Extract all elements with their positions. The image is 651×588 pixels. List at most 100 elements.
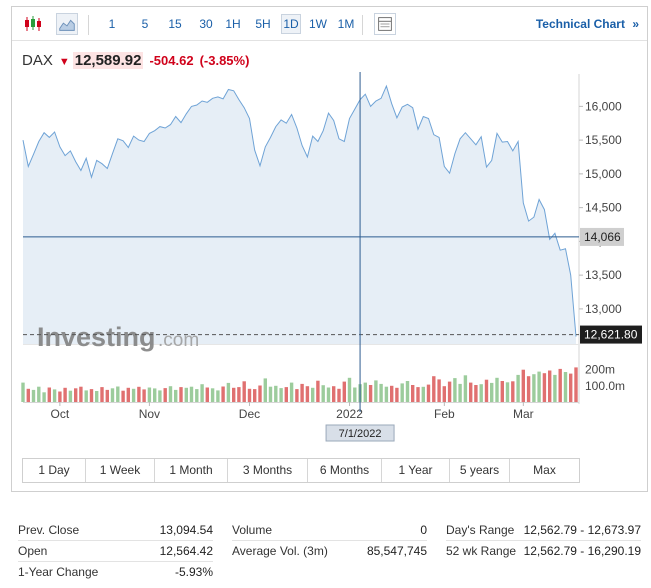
volume-bar: [511, 381, 515, 402]
stat-label: Average Vol. (3m): [232, 544, 328, 558]
volume-bar: [379, 383, 383, 402]
y-tick-label: 13,500: [585, 268, 622, 282]
volume-bar: [437, 379, 441, 402]
volume-bar: [342, 381, 346, 402]
volume-bar: [495, 377, 499, 402]
crosshair-date-label: 7/1/2022: [339, 428, 382, 440]
range-button-5-years[interactable]: 5 years: [450, 459, 510, 482]
volume-bar: [226, 382, 231, 402]
period-button-1d[interactable]: 1D: [281, 14, 301, 34]
volume-bar: [74, 388, 78, 402]
x-tick-label: Mar: [513, 407, 534, 421]
volume-bar: [426, 384, 431, 402]
x-tick-label: Nov: [139, 407, 160, 421]
volume-bar: [279, 388, 283, 402]
volume-bar: [411, 385, 415, 402]
stat-value: 13,094.54: [159, 523, 213, 537]
period-button-1[interactable]: 1: [108, 17, 116, 31]
period-button-30[interactable]: 30: [199, 17, 213, 31]
last-price-tag: [580, 325, 642, 344]
volume-bar: [79, 386, 83, 402]
y-tick-label: 14,500: [585, 201, 622, 215]
volume-bar: [237, 387, 241, 402]
double-chevron-right-icon: »: [632, 17, 639, 31]
last-price-tag-label: 12,621.80: [584, 328, 638, 342]
volume-bar: [137, 386, 141, 402]
period-button-1h[interactable]: 1H: [225, 17, 241, 31]
volume-bar: [305, 386, 310, 402]
volume-bar: [526, 376, 531, 402]
stat-value: 85,547,745: [366, 544, 427, 558]
range-button-1-year[interactable]: 1 Year: [382, 459, 450, 482]
volume-bar: [131, 388, 136, 402]
volume-bar: [500, 381, 504, 402]
stat-volume: Volume 0: [232, 520, 427, 540]
volume-bar: [484, 379, 489, 402]
range-button-1-week[interactable]: 1 Week: [86, 459, 155, 482]
volume-bar: [58, 391, 62, 402]
period-button-1m[interactable]: 1M: [337, 17, 355, 31]
volume-bar: [110, 388, 115, 402]
stat-value: 12,562.79 - 16,290.19: [523, 544, 641, 558]
quote-header: DAX ▼ 12,589.92 -504.62 (-3.85%): [22, 50, 249, 72]
candlestick-chart-icon[interactable]: [22, 13, 44, 35]
volume-tick-label: 100.0m: [585, 379, 625, 393]
volume-bar: [490, 382, 494, 402]
volume-bar: [332, 386, 336, 402]
y-tick-label: 15,000: [585, 167, 622, 181]
volume-bar: [368, 385, 373, 402]
crosshair-date-tag: [325, 424, 395, 442]
volume-bar: [258, 385, 262, 402]
volume-bar: [521, 369, 525, 402]
period-button-5h[interactable]: 5H: [255, 17, 271, 31]
period-button-15[interactable]: 15: [168, 17, 182, 31]
volume-bar: [569, 373, 573, 402]
stat-average-vol-3m: Average Vol. (3m) 85,547,745: [232, 541, 427, 561]
area-chart-icon[interactable]: [56, 13, 78, 35]
volume-bar: [142, 389, 146, 402]
price-chart[interactable]: 13,00013,50014,00014,50015,00015,50016,0…: [0, 0, 651, 450]
volume-bar: [263, 378, 267, 402]
last-price: 12,589.92: [72, 52, 144, 69]
volume-bar: [89, 389, 94, 402]
volume-bar: [63, 387, 67, 402]
range-button-max[interactable]: Max: [533, 463, 556, 477]
volume-bar: [405, 381, 410, 402]
volume-bar: [384, 386, 389, 402]
volume-bar: [395, 387, 399, 402]
volume-bar: [421, 386, 425, 402]
volume-bar: [463, 375, 468, 402]
volume-bar: [442, 386, 446, 402]
range-button-1-day[interactable]: 1 Day: [23, 459, 86, 482]
volume-bar: [295, 389, 299, 402]
y-tick-label: 16,000: [585, 99, 622, 113]
stat-divider: [446, 540, 641, 541]
period-button-5[interactable]: 5: [141, 17, 149, 31]
stat-52-wk-range: 52 wk Range 12,562.79 - 16,290.19: [446, 541, 641, 561]
x-tick-label: Feb: [434, 407, 455, 421]
y-tick-label: 15,500: [585, 133, 622, 147]
volume-bar: [232, 387, 236, 402]
volume-bar: [548, 370, 552, 402]
stat-label: Day's Range: [446, 523, 515, 537]
volume-bar: [337, 388, 341, 402]
volume-bar: [316, 380, 320, 402]
stat-divider: [18, 561, 213, 562]
volume-bar: [84, 390, 88, 402]
range-button-6-months[interactable]: 6 Months: [308, 459, 382, 482]
period-button-1w[interactable]: 1W: [309, 17, 327, 31]
range-button-1-month[interactable]: 1 Month: [155, 459, 228, 482]
range-button-3-months[interactable]: 3 Months: [228, 459, 308, 482]
table-view-icon[interactable]: [374, 13, 396, 35]
toolbar-divider: [12, 40, 647, 41]
volume-bar: [42, 392, 46, 402]
chart-widget-frame: [11, 6, 648, 492]
stat-label: 52 wk Range: [446, 544, 517, 558]
volume-bar: [326, 387, 331, 402]
volume-bar: [31, 389, 36, 402]
investing-watermark-logo: Investing: [37, 322, 156, 352]
technical-chart-link[interactable]: Technical Chart »: [536, 14, 639, 34]
volume-bar: [37, 386, 41, 402]
time-range-selector: 1 Day 1 Week 1 Month 3 Months 6 Months 1 Year…: [22, 458, 580, 483]
volume-bar: [400, 383, 404, 402]
